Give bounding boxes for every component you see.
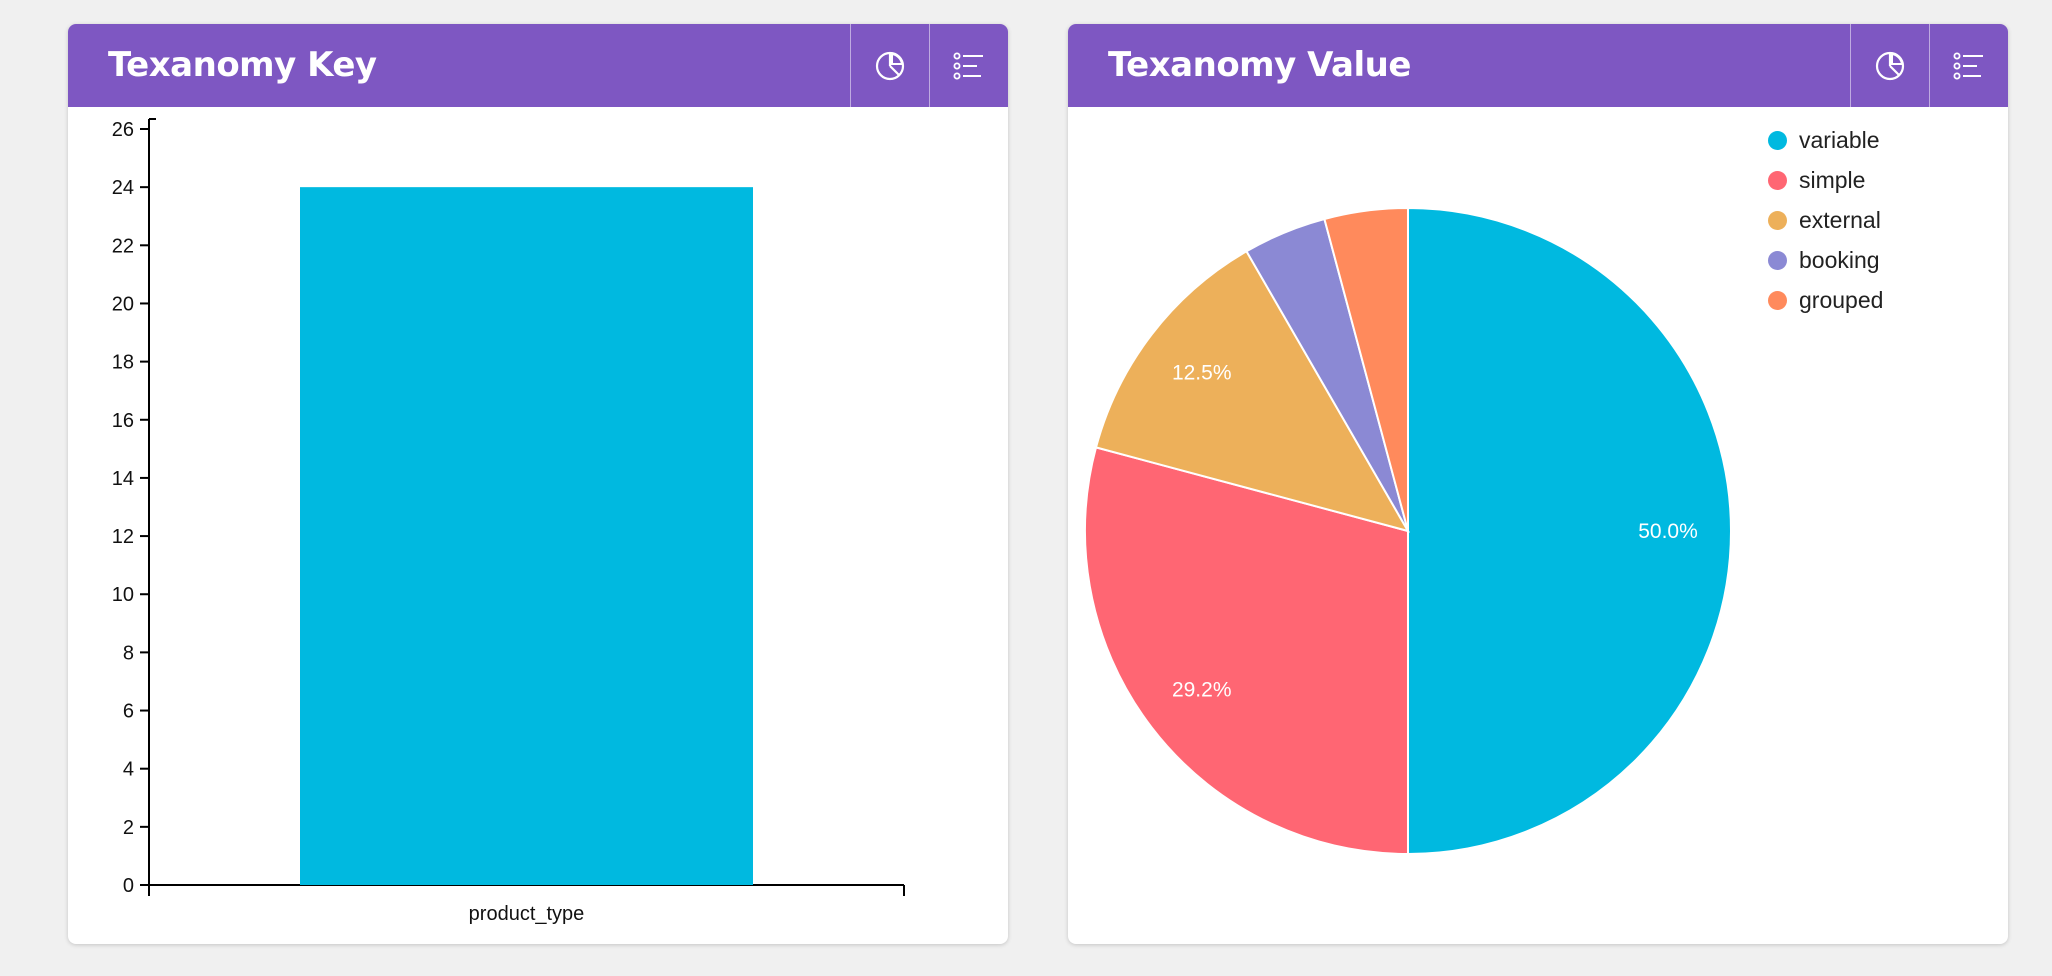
- y-tick-label: 0: [123, 875, 134, 897]
- pie-chart-button[interactable]: [1850, 24, 1929, 107]
- pie-chart-icon: [875, 51, 905, 80]
- y-tick-label: 16: [112, 410, 134, 432]
- list-button[interactable]: [1929, 24, 2008, 107]
- panel-title: Texanomy Value: [1108, 45, 1411, 85]
- y-tick-label: 6: [123, 701, 134, 723]
- legend-item-variable[interactable]: variable: [1768, 120, 1883, 160]
- legend-item-booking[interactable]: booking: [1768, 240, 1883, 280]
- legend-dot: [1768, 210, 1787, 230]
- y-tick-label: 4: [123, 759, 134, 781]
- y-tick-label: 14: [112, 468, 134, 490]
- pie-slice-grouped: [1323, 206, 1409, 532]
- y-tick-label: 26: [112, 119, 134, 141]
- pie-slice-external: [1094, 249, 1411, 533]
- panel-header: Texanomy Value: [1068, 24, 2008, 107]
- legend-label: booking: [1799, 246, 1880, 273]
- y-tick-label: 8: [123, 642, 134, 664]
- texanomy-value-panel: 50.0% 29.2% 12.5% variable simple external bo…: [1068, 24, 2008, 944]
- legend-item-external[interactable]: external: [1768, 200, 1883, 240]
- y-tick-label: 18: [112, 352, 134, 374]
- list-icon: [953, 52, 983, 79]
- list-button[interactable]: [929, 24, 1008, 107]
- panel-header: Texanomy Key: [68, 24, 1008, 107]
- y-tick-label: 2: [123, 817, 134, 839]
- pie-slice-simple: [1084, 446, 1409, 856]
- pie-chart-button[interactable]: [850, 24, 929, 107]
- x-tick-label: product_type: [469, 903, 585, 925]
- legend-label: variable: [1799, 126, 1880, 153]
- legend-label: external: [1799, 206, 1881, 233]
- y-tick-label: 24: [112, 177, 134, 199]
- pie-chart-icon: [1875, 51, 1905, 80]
- y-tick-label: 22: [112, 235, 134, 257]
- legend-dot: [1768, 130, 1787, 150]
- y-tick-label: 10: [112, 584, 134, 606]
- legend-dot: [1768, 250, 1787, 270]
- pie-legend: variable simple external booking grouped: [1768, 120, 1883, 320]
- pie-percent-label: 50.0%: [1638, 520, 1698, 543]
- legend-dot: [1768, 170, 1787, 190]
- legend-item-grouped[interactable]: grouped: [1768, 280, 1883, 320]
- list-icon: [1953, 52, 1983, 79]
- y-tick-label: 12: [112, 526, 134, 548]
- y-tick-label: 20: [112, 293, 134, 315]
- legend-dot: [1768, 290, 1787, 310]
- texanomy-key-panel: 0 2 4 6 8 10 12 14 16 18 20 22 24 26 product_type Texa…: [68, 24, 1008, 944]
- legend-label: simple: [1799, 166, 1866, 193]
- panel-title: Texanomy Key: [108, 45, 377, 85]
- bar: [300, 187, 753, 886]
- pie-percent-label: 29.2%: [1172, 678, 1232, 701]
- pie-slice-variable: [1407, 206, 1732, 856]
- legend-label: grouped: [1799, 286, 1884, 313]
- pie-chart: 50.0% 29.2% 12.5%: [1084, 206, 1732, 856]
- pie-percent-label: 12.5%: [1172, 362, 1232, 385]
- legend-item-simple[interactable]: simple: [1768, 160, 1883, 200]
